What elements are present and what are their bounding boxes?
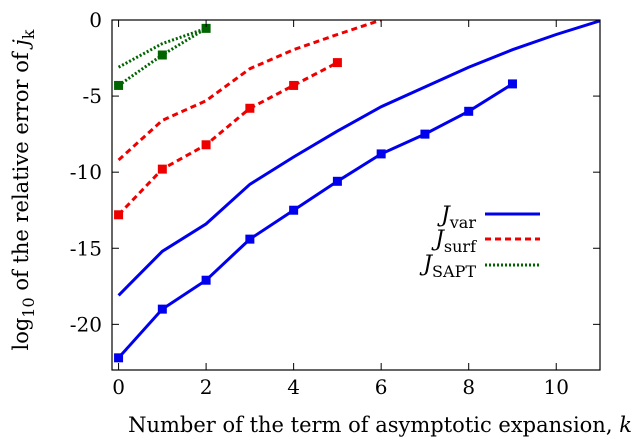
point-surf-markers bbox=[114, 210, 124, 220]
point-var-markers bbox=[245, 234, 255, 244]
legend-label-var: Jvar bbox=[437, 203, 476, 232]
point-surf-markers bbox=[289, 80, 299, 90]
point-var-markers bbox=[332, 176, 342, 186]
point-surf-markers bbox=[332, 58, 342, 68]
legend: Jvar Jsurf JSAPT bbox=[419, 203, 540, 281]
x-tick-label: 2 bbox=[200, 375, 213, 399]
legend-label-sapt: JSAPT bbox=[419, 252, 476, 281]
point-surf-markers bbox=[201, 140, 211, 150]
point-surf-markers bbox=[245, 103, 255, 113]
x-tick-label: 0 bbox=[112, 375, 125, 399]
point-var-markers bbox=[114, 353, 124, 363]
y-tick-label: -5 bbox=[83, 84, 102, 108]
series-var-markers bbox=[117, 82, 514, 359]
point-sapt-markers bbox=[114, 80, 124, 90]
point-surf-markers bbox=[157, 164, 167, 174]
point-var-markers bbox=[507, 79, 517, 89]
point-var-markers bbox=[289, 205, 299, 215]
plot-area bbox=[114, 20, 600, 363]
point-var-markers bbox=[201, 275, 211, 285]
y-tick-label: 0 bbox=[89, 8, 102, 32]
point-var-markers bbox=[376, 149, 386, 159]
y-axis-label: log10 of the relative error of jk bbox=[9, 29, 38, 350]
x-tick-label: 4 bbox=[287, 375, 300, 399]
x-tick-label: 10 bbox=[544, 375, 569, 399]
y-tick-label: -20 bbox=[70, 312, 102, 336]
series-sapt-line bbox=[117, 26, 207, 69]
y-tick-label: -15 bbox=[70, 236, 102, 260]
point-var-markers bbox=[157, 304, 167, 314]
series-surf-markers bbox=[117, 61, 339, 216]
series-group bbox=[114, 20, 600, 363]
point-sapt-markers bbox=[157, 50, 167, 60]
point-var-markers bbox=[420, 129, 430, 139]
legend-label-surf: Jsurf bbox=[431, 227, 477, 256]
x-tick-label: 8 bbox=[462, 375, 475, 399]
series-surf-line bbox=[117, 20, 382, 162]
x-axis-label: Number of the term of asymptotic expansi… bbox=[128, 413, 632, 437]
y-tick-label: -10 bbox=[70, 160, 102, 184]
point-sapt-markers bbox=[201, 23, 211, 33]
plot-frame bbox=[111, 19, 601, 371]
axes: 0 2 4 6 8 10 0 -5 -10 -15 -20 bbox=[70, 8, 601, 399]
series-var-line bbox=[117, 20, 600, 297]
x-tick-label: 6 bbox=[375, 375, 388, 399]
point-var-markers bbox=[464, 106, 474, 116]
